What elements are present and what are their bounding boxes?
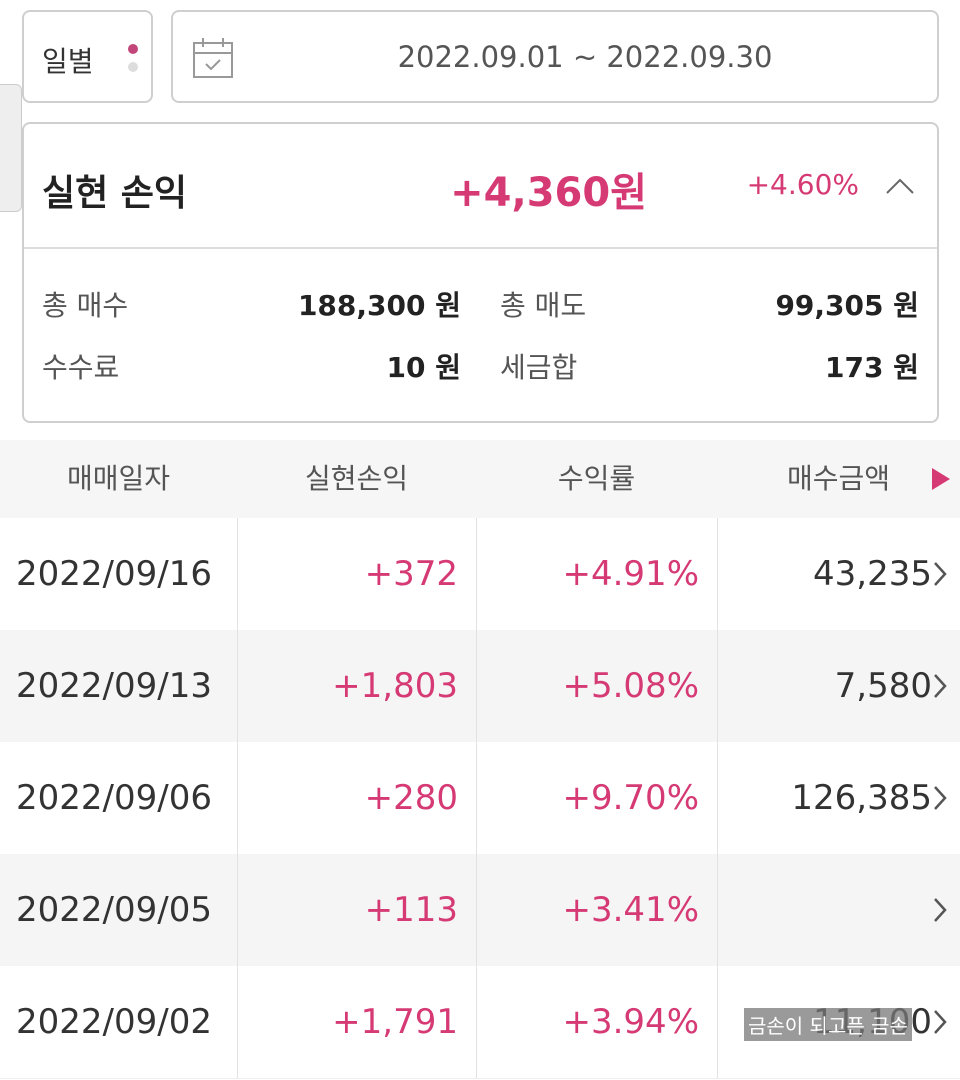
table-header: 매매일자 실현손익 수익률 매수금액 <box>0 440 960 519</box>
trade-date: 2022/09/13 <box>16 666 212 706</box>
divider <box>24 247 937 249</box>
column-divider <box>717 518 718 630</box>
scroll-right[interactable] <box>932 468 950 490</box>
column-header: 실현손익 <box>304 462 409 495</box>
watermark: 금손이 되고픈 금손 <box>744 1008 912 1041</box>
column-divider <box>717 742 718 854</box>
side-tab[interactable] <box>0 84 22 212</box>
column-divider <box>237 966 238 1078</box>
realized-pl: +372 <box>364 554 458 594</box>
detail-label: 총 매수 <box>42 289 129 322</box>
realized-pl: +1,803 <box>332 666 458 706</box>
row-chevron <box>934 898 947 922</box>
realized-pl: +113 <box>364 890 458 930</box>
row-chevron <box>934 562 947 586</box>
trade-date: 2022/09/16 <box>16 554 212 594</box>
column-divider <box>476 966 477 1078</box>
buy-amount: 7,580 <box>834 666 932 706</box>
column-divider <box>717 854 718 966</box>
calendar-icon <box>193 38 233 78</box>
realized-pl: +280 <box>364 778 458 818</box>
trade-date: 2022/09/06 <box>16 778 212 818</box>
detail-value: 173 원 <box>825 351 919 384</box>
column-divider <box>717 630 718 742</box>
column-divider <box>717 966 718 1078</box>
column-header: 매매일자 <box>66 462 171 495</box>
row-chevron <box>934 674 947 698</box>
column-divider <box>476 742 477 854</box>
collapse-icon[interactable] <box>885 176 915 196</box>
filter-button[interactable]: 일별 <box>22 10 153 103</box>
summary-amount: +4,360원 <box>450 170 647 216</box>
trade-date: 2022/09/05 <box>16 890 212 930</box>
summary-card: 실현 손익 +4,360원 +4.60% 총 매수 188,300 원 총 매도 99… <box>22 122 939 423</box>
trade-date: 2022/09/02 <box>16 1002 212 1042</box>
return-rate: +3.41% <box>562 890 700 930</box>
column-divider <box>476 518 477 630</box>
dot <box>128 62 138 72</box>
column-divider <box>237 854 238 966</box>
detail-value: 99,305 원 <box>775 289 919 322</box>
filter-label: 일별 <box>42 45 94 78</box>
column-header: 수익률 <box>557 462 636 495</box>
return-rate: +3.94% <box>562 1002 700 1042</box>
detail-value: 188,300 원 <box>297 289 461 322</box>
buy-amount: 126,385 <box>791 778 932 818</box>
summary-rate: +4.60% <box>746 168 859 201</box>
column-divider <box>476 854 477 966</box>
column-divider <box>476 630 477 742</box>
column-divider <box>237 518 238 630</box>
column-divider <box>237 630 238 742</box>
date-range: 2022.09.01 ~ 2022.09.30 <box>397 40 773 74</box>
row-chevron <box>934 786 947 810</box>
detail-label: 총 매도 <box>500 289 587 322</box>
column-header: 매수금액 <box>786 462 891 495</box>
summary-title: 실현 손익 <box>42 173 188 214</box>
buy-amount: 43,235 <box>813 554 932 594</box>
row-chevron <box>934 1010 947 1034</box>
table-row[interactable]: 2022/09/05 +113 +3.41% <box>0 854 960 967</box>
return-rate: +5.08% <box>562 666 700 706</box>
column-divider <box>237 742 238 854</box>
realized-pl: +1,791 <box>332 1002 458 1042</box>
return-rate: +9.70% <box>562 778 700 818</box>
return-rate: +4.91% <box>562 554 700 594</box>
detail-value: 10 원 <box>386 351 461 384</box>
table-row[interactable]: 2022/09/06 +280 +9.70% 126,385 <box>0 742 960 855</box>
dot-active <box>128 44 138 54</box>
table-row[interactable]: 2022/09/16 +372 +4.91% 43,235 <box>0 518 960 631</box>
table-row[interactable]: 2022/09/13 +1,803 +5.08% 7,580 <box>0 630 960 743</box>
detail-label: 수수료 <box>42 351 120 384</box>
table: 매매일자 실현손익 수익률 매수금액 2022/09/16 +372 +4.91% 43,2… <box>0 440 960 1080</box>
detail-label: 세금합 <box>500 351 578 384</box>
date-range-button[interactable]: 2022.09.01 ~ 2022.09.30 <box>171 10 939 103</box>
